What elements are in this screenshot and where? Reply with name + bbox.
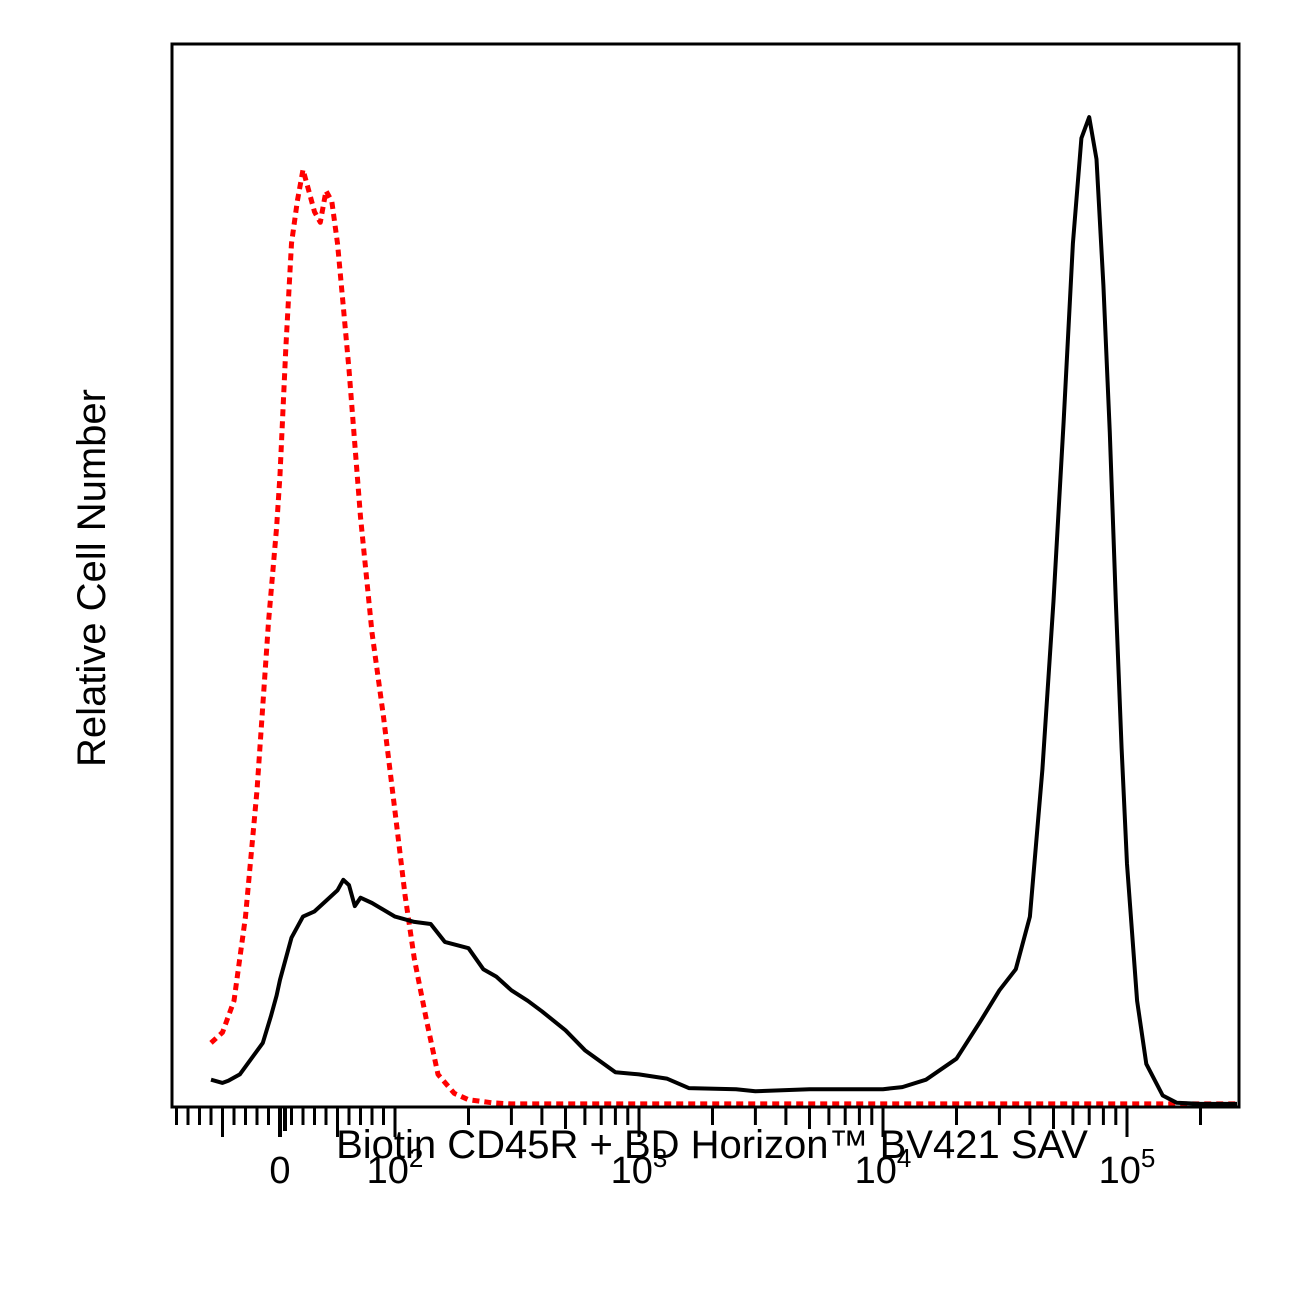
x-tick-label: 105 — [1099, 1143, 1156, 1192]
x-tick-label: 0 — [269, 1150, 290, 1192]
x-axis-ticks — [175, 1107, 1202, 1137]
x-tick-label: 103 — [611, 1143, 668, 1192]
x-axis-title: Biotin CD45R + BD Horizon™ BV421 SAV — [336, 1123, 1088, 1167]
plot-frame — [170, 42, 1241, 1109]
stained-histogram-line — [210, 115, 1237, 1106]
x-tick-label: 104 — [855, 1143, 912, 1192]
series-layer — [209, 115, 1237, 1107]
x-axis-tick-labels: 0 102 103 104 105 — [269, 1143, 1155, 1192]
x-tick-label: 102 — [367, 1143, 424, 1192]
y-axis-title: Relative Cell Number — [70, 389, 114, 767]
control-histogram-line — [209, 167, 1237, 1107]
